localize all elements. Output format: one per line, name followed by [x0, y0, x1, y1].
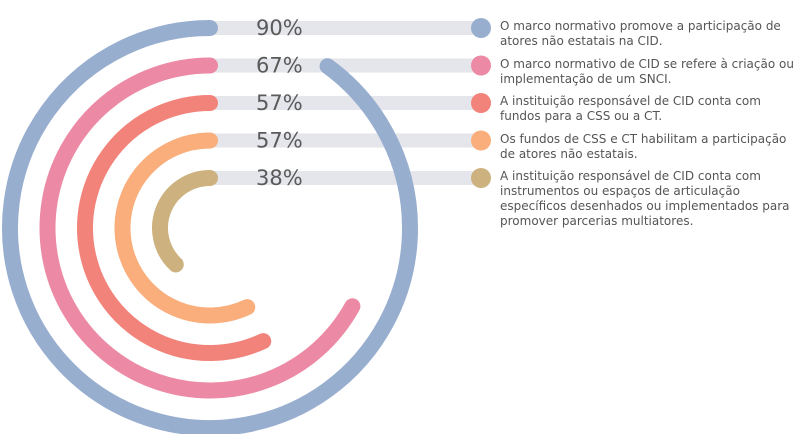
- radial-bar: [39, 57, 361, 399]
- legend-text: O marco normativo de CID se refere à cri…: [500, 56, 794, 86]
- legend-marker: [471, 168, 491, 188]
- legend-text: Os fundos de CSS e CT habilitam a partic…: [500, 131, 787, 161]
- legend-text: A instituição responsável de CID conta c…: [500, 169, 790, 228]
- value-label: 57%: [256, 129, 303, 153]
- legend-text: O marco normativo promove a participação…: [500, 19, 781, 48]
- radial-bar: [2, 20, 418, 434]
- legend-text: A instituição responsável de CID conta c…: [500, 94, 761, 123]
- value-label: 90%: [256, 16, 303, 40]
- value-label: 57%: [256, 91, 303, 115]
- legend-marker: [471, 55, 491, 76]
- legend-marker: [471, 93, 491, 113]
- radial-bar: [114, 132, 256, 324]
- value-label: 67%: [256, 54, 303, 78]
- radial-bar: [77, 95, 272, 361]
- legend-marker: [471, 130, 491, 151]
- radial-bar: [152, 170, 218, 273]
- legend-marker: [471, 18, 491, 38]
- value-label: 38%: [256, 166, 303, 190]
